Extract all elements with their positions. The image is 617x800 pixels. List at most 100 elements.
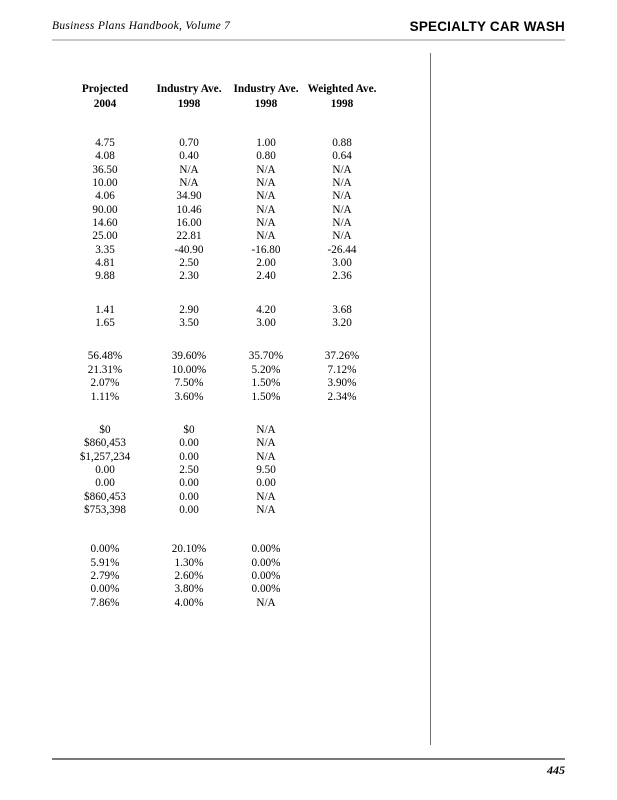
table-cell: 0.00% — [251, 543, 281, 556]
table-row: 0.00% 20.10% 0.00% — [60, 543, 380, 556]
table-cell: 2.50 — [179, 257, 199, 270]
table-cell: 1.30% — [174, 556, 204, 569]
table-cell: 3.90% — [327, 377, 357, 390]
column-header-industry-ave-1998-b: Industry Ave. 1998 — [233, 83, 299, 110]
table-cell: 0.40 — [179, 150, 199, 163]
table-cell: 35.70% — [248, 350, 284, 363]
table-cell: 4.00% — [174, 596, 204, 609]
table-cell: 0.00 — [95, 463, 115, 476]
table-row: 21.31% 10.00% 5.20% 7.12% — [60, 364, 380, 377]
table-cell: N/A — [179, 163, 199, 176]
table-cell: N/A — [256, 490, 276, 503]
table-row: 0.00% 3.80% 0.00% — [60, 583, 380, 596]
table-cell: $860,453 — [84, 490, 126, 503]
table-cell: 1.50% — [251, 377, 281, 390]
table-cell: 2.79% — [90, 569, 120, 582]
table-cell: 4.06 — [95, 190, 115, 203]
table-cell: 0.00 — [95, 477, 115, 490]
table-cell: 4.08 — [95, 150, 115, 163]
table-cell: -16.80 — [251, 243, 281, 256]
table-cell: 0.00% — [251, 583, 281, 596]
table-row: 4.81 2.50 2.00 3.00 — [60, 257, 380, 270]
table-cell: 2.34% — [327, 390, 357, 403]
table-cell: 90.00 — [92, 203, 118, 216]
table-cell: 2.90 — [179, 303, 199, 316]
table-header-row: Projected 2004 Industry Ave. 1998 Indust… — [60, 82, 380, 111]
financial-ratios-table: Projected 2004 Industry Ave. 1998 Indust… — [60, 82, 380, 610]
table-block: 0.00% 20.10% 0.00% 5.91% 1.30% 0.00% 2.79% 2.60… — [60, 543, 380, 610]
table-block: 56.48% 39.60% 35.70% 37.26% 21.31% 10.00% 5.20… — [60, 350, 380, 403]
footer-rule — [52, 758, 565, 760]
table-cell: 0.00 — [179, 437, 199, 450]
table-cell — [304, 424, 380, 437]
table-cell: 0.00 — [179, 450, 199, 463]
page-number: 445 — [547, 763, 565, 777]
table-cell: 0.00% — [90, 543, 120, 556]
table-cell: 2.30 — [179, 270, 199, 283]
table-cell: 39.60% — [171, 350, 207, 363]
table-cell: N/A — [256, 217, 276, 230]
table-cell: N/A — [256, 203, 276, 216]
table-cell: 0.80 — [256, 150, 276, 163]
table-cell: 9.50 — [256, 463, 276, 476]
table-cell: 2.36 — [332, 270, 352, 283]
table-cell — [304, 570, 380, 583]
table-cell: 5.91% — [90, 556, 120, 569]
table-cell: 3.60% — [174, 390, 204, 403]
header-rule — [52, 39, 565, 41]
table-cell: 20.10% — [171, 543, 207, 556]
table-cell: 1.41 — [95, 303, 115, 316]
table-cell: 0.00 — [179, 477, 199, 490]
table-cell: N/A — [332, 217, 352, 230]
table-cell: $860,453 — [84, 437, 126, 450]
table-cell: 0.64 — [332, 150, 352, 163]
table-cell: 2.00 — [256, 257, 276, 270]
header-body-spacer — [60, 111, 380, 137]
block-spacer — [60, 517, 380, 543]
table-cell: 7.86% — [90, 596, 120, 609]
table-cell: 3.50 — [179, 317, 199, 330]
table-cell — [304, 464, 380, 477]
table-cell: 16.00 — [176, 217, 202, 230]
table-cell: 2.50 — [179, 463, 199, 476]
table-row: 1.41 2.90 4.20 3.68 — [60, 304, 380, 317]
table-cell: N/A — [332, 163, 352, 176]
table-row: 90.00 10.46 N/A N/A — [60, 204, 380, 217]
table-row: 3.35 -40.90 -16.80 -26.44 — [60, 244, 380, 257]
table-cell — [304, 583, 380, 596]
table-cell — [304, 504, 380, 517]
running-head: Business Plans Handbook, Volume 7 SPECIA… — [52, 19, 565, 38]
table-row: 2.79% 2.60% 0.00% — [60, 570, 380, 583]
table-cell: 37.26% — [324, 350, 360, 363]
table-row: $0 $0 N/A — [60, 424, 380, 437]
table-row: 5.91% 1.30% 0.00% — [60, 557, 380, 570]
table-cell: 1.11% — [90, 390, 120, 403]
table-cell: 9.88 — [95, 270, 115, 283]
table-cell: 4.75 — [95, 137, 115, 149]
table-cell — [304, 437, 380, 450]
table-cell: $1,257,234 — [79, 450, 131, 463]
table-cell: N/A — [256, 230, 276, 243]
table-cell: $753,398 — [84, 503, 126, 516]
table-cell: N/A — [256, 437, 276, 450]
table-cell: $0 — [99, 423, 111, 436]
table-cell: $0 — [183, 423, 195, 436]
table-cell: 25.00 — [92, 230, 118, 243]
table-cell: 1.65 — [95, 317, 115, 330]
table-row: $860,453 0.00 N/A — [60, 437, 380, 450]
table-cell: 0.70 — [179, 137, 199, 149]
table-cell: 10.00 — [92, 177, 118, 190]
table-row: 0.00 2.50 9.50 — [60, 464, 380, 477]
vertical-divider-rule — [430, 53, 431, 745]
table-cell: 1.50% — [251, 390, 281, 403]
table-cell: 7.50% — [174, 377, 204, 390]
table-row: 4.75 0.70 1.00 0.88 — [60, 137, 380, 150]
table-block: $0 $0 N/A $860,453 0.00 N/A $1,257,234 0.00 N/A 0… — [60, 424, 380, 517]
table-block: 4.75 0.70 1.00 0.88 4.08 0.40 0.80 0.64 36.50 N/A… — [60, 137, 380, 284]
table-cell: 7.12% — [327, 363, 357, 376]
table-cell: N/A — [256, 423, 276, 436]
table-cell: 22.81 — [176, 230, 202, 243]
table-cell: N/A — [332, 203, 352, 216]
column-header-projected-2004: Projected 2004 — [81, 83, 129, 110]
column-header-weighted-ave-1998: Weighted Ave. 1998 — [307, 83, 377, 110]
